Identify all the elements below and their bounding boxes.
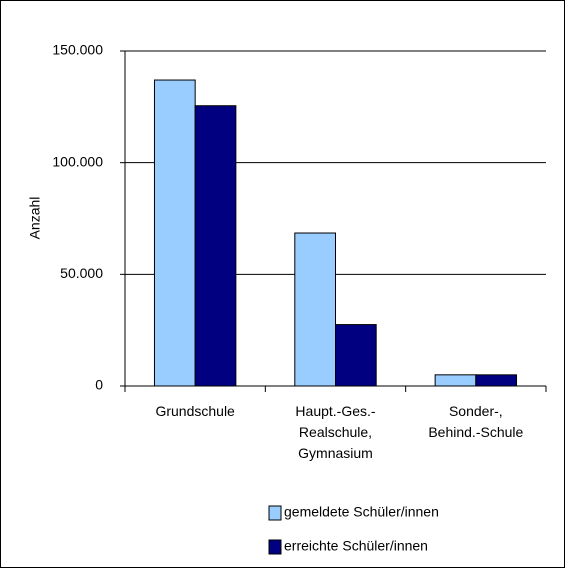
x-tick-label: Sonder-, Behind.-Schule — [428, 403, 523, 440]
y-tick-label: 150.000 — [52, 42, 103, 58]
y-tick-label: 0 — [95, 377, 103, 393]
bar — [434, 374, 477, 387]
legend-label: gemeldete Schüler/innen — [284, 504, 439, 520]
bar — [153, 79, 196, 387]
y-tick-label: 100.000 — [52, 153, 103, 169]
legend-swatch — [268, 539, 282, 555]
x-tick-label: Grundschule — [155, 403, 235, 419]
bar — [194, 105, 237, 387]
bar — [335, 324, 377, 387]
y-tick-label: 50.000 — [60, 265, 103, 281]
y-axis-label: Anzahl — [27, 197, 43, 240]
bar — [475, 374, 518, 387]
bar — [294, 232, 337, 387]
legend-label: erreichte Schüler/innen — [284, 538, 428, 554]
x-tick-label: Haupt.-Ges.-Realschule, Gymnasium — [295, 403, 375, 461]
legend-swatch — [268, 505, 282, 521]
